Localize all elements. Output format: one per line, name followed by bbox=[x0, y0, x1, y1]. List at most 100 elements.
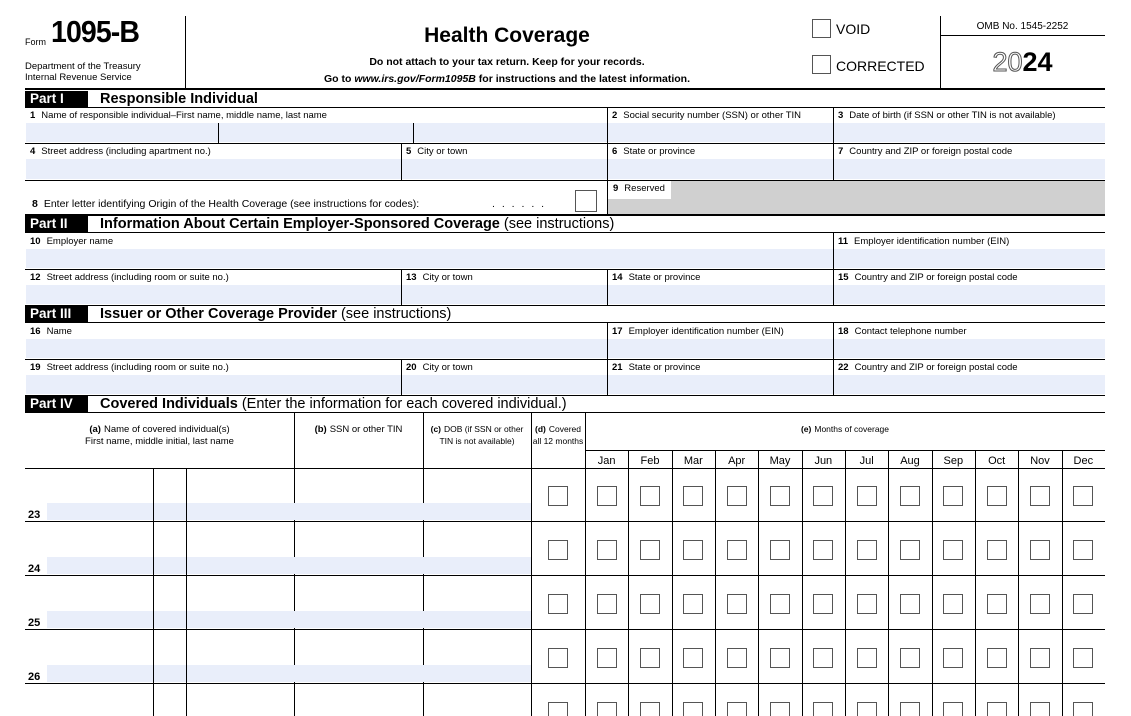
field-input[interactable] bbox=[834, 285, 1105, 304]
field-input[interactable] bbox=[608, 375, 833, 394]
field-input[interactable] bbox=[402, 159, 607, 179]
month-checkbox[interactable] bbox=[640, 594, 660, 614]
month-checkbox[interactable] bbox=[813, 594, 833, 614]
month-checkbox[interactable] bbox=[987, 486, 1007, 506]
month-checkbox[interactable] bbox=[987, 540, 1007, 560]
month-checkbox[interactable] bbox=[1073, 648, 1093, 668]
row-input[interactable] bbox=[47, 665, 531, 682]
month-checkbox[interactable] bbox=[1073, 594, 1093, 614]
corrected-checkbox[interactable] bbox=[812, 55, 831, 74]
field-input[interactable] bbox=[26, 375, 401, 394]
month-checkbox[interactable] bbox=[1030, 702, 1050, 716]
month-checkbox[interactable] bbox=[813, 540, 833, 560]
omb-number: OMB No. 1545-2252 bbox=[976, 21, 1069, 32]
covered-checkbox[interactable] bbox=[548, 594, 568, 614]
field-input[interactable] bbox=[26, 339, 607, 358]
month-checkbox[interactable] bbox=[597, 648, 617, 668]
month-checkbox[interactable] bbox=[770, 540, 790, 560]
month-checkbox[interactable] bbox=[770, 486, 790, 506]
month-checkbox[interactable] bbox=[987, 594, 1007, 614]
rule bbox=[401, 269, 402, 305]
month-checkbox[interactable] bbox=[683, 540, 703, 560]
month-checkbox[interactable] bbox=[857, 540, 877, 560]
month-checkbox[interactable] bbox=[640, 540, 660, 560]
month-checkbox[interactable] bbox=[727, 702, 747, 716]
field-input[interactable] bbox=[834, 339, 1105, 358]
month-checkbox[interactable] bbox=[943, 702, 963, 716]
field-text: State or province bbox=[628, 272, 701, 283]
month-checkbox[interactable] bbox=[857, 486, 877, 506]
row-input[interactable] bbox=[47, 611, 531, 628]
month-checkbox[interactable] bbox=[943, 540, 963, 560]
field-input[interactable] bbox=[834, 375, 1105, 394]
field-input[interactable] bbox=[402, 375, 607, 394]
month-checkbox[interactable] bbox=[813, 702, 833, 716]
covered-checkbox[interactable] bbox=[548, 648, 568, 668]
field-input[interactable] bbox=[608, 339, 833, 358]
field-input[interactable] bbox=[26, 123, 607, 142]
month-checkbox[interactable] bbox=[770, 594, 790, 614]
month-checkbox[interactable] bbox=[770, 648, 790, 668]
void-checkbox[interactable] bbox=[812, 19, 831, 38]
month-checkbox[interactable] bbox=[597, 540, 617, 560]
covered-checkbox[interactable] bbox=[548, 702, 568, 716]
month-checkbox[interactable] bbox=[597, 594, 617, 614]
month-checkbox[interactable] bbox=[1030, 540, 1050, 560]
month-checkbox[interactable] bbox=[1030, 594, 1050, 614]
covered-checkbox[interactable] bbox=[548, 486, 568, 506]
month-checkbox[interactable] bbox=[900, 486, 920, 506]
month-checkbox[interactable] bbox=[1073, 486, 1093, 506]
part-title: Information About Certain Employer-Spons… bbox=[100, 216, 614, 232]
field-input[interactable] bbox=[608, 285, 833, 304]
field-input[interactable] bbox=[402, 285, 607, 304]
form-number: 1095-B bbox=[51, 14, 140, 49]
month-checkbox[interactable] bbox=[727, 540, 747, 560]
field-input[interactable] bbox=[608, 159, 833, 179]
month-checkbox[interactable] bbox=[987, 648, 1007, 668]
month-checkbox[interactable] bbox=[727, 594, 747, 614]
month-checkbox[interactable] bbox=[597, 702, 617, 716]
row-input[interactable] bbox=[47, 557, 531, 574]
rule bbox=[25, 322, 1105, 323]
month-checkbox[interactable] bbox=[770, 702, 790, 716]
month-checkbox[interactable] bbox=[727, 648, 747, 668]
month-checkbox[interactable] bbox=[857, 702, 877, 716]
month-checkbox[interactable] bbox=[640, 486, 660, 506]
month-checkbox[interactable] bbox=[1030, 486, 1050, 506]
month-checkbox[interactable] bbox=[597, 486, 617, 506]
row-input[interactable] bbox=[47, 503, 531, 520]
rule bbox=[628, 450, 629, 716]
month-checkbox[interactable] bbox=[683, 486, 703, 506]
month-checkbox[interactable] bbox=[943, 594, 963, 614]
covered-checkbox[interactable] bbox=[548, 540, 568, 560]
field-label: 3 Date of birth (if SSN or other TIN is n… bbox=[838, 110, 1056, 121]
month-checkbox[interactable] bbox=[987, 702, 1007, 716]
month-checkbox[interactable] bbox=[857, 594, 877, 614]
month-checkbox[interactable] bbox=[857, 648, 877, 668]
field-input[interactable] bbox=[26, 249, 833, 268]
month-checkbox[interactable] bbox=[943, 648, 963, 668]
field-input[interactable] bbox=[26, 285, 401, 304]
month-checkbox[interactable] bbox=[727, 486, 747, 506]
month-checkbox[interactable] bbox=[640, 648, 660, 668]
field-input[interactable] bbox=[608, 123, 833, 142]
month-checkbox[interactable] bbox=[683, 594, 703, 614]
month-checkbox[interactable] bbox=[943, 486, 963, 506]
origin-box[interactable] bbox=[575, 190, 597, 212]
month-checkbox[interactable] bbox=[813, 486, 833, 506]
month-checkbox[interactable] bbox=[900, 702, 920, 716]
field-input[interactable] bbox=[834, 159, 1105, 179]
month-checkbox[interactable] bbox=[1073, 540, 1093, 560]
field-input[interactable] bbox=[834, 123, 1105, 142]
field-input[interactable] bbox=[834, 249, 1105, 268]
month-checkbox[interactable] bbox=[640, 702, 660, 716]
month-checkbox[interactable] bbox=[900, 648, 920, 668]
month-checkbox[interactable] bbox=[1073, 702, 1093, 716]
month-checkbox[interactable] bbox=[813, 648, 833, 668]
month-checkbox[interactable] bbox=[900, 594, 920, 614]
field-input[interactable] bbox=[26, 159, 401, 179]
month-checkbox[interactable] bbox=[1030, 648, 1050, 668]
month-checkbox[interactable] bbox=[683, 702, 703, 716]
month-checkbox[interactable] bbox=[683, 648, 703, 668]
month-checkbox[interactable] bbox=[900, 540, 920, 560]
